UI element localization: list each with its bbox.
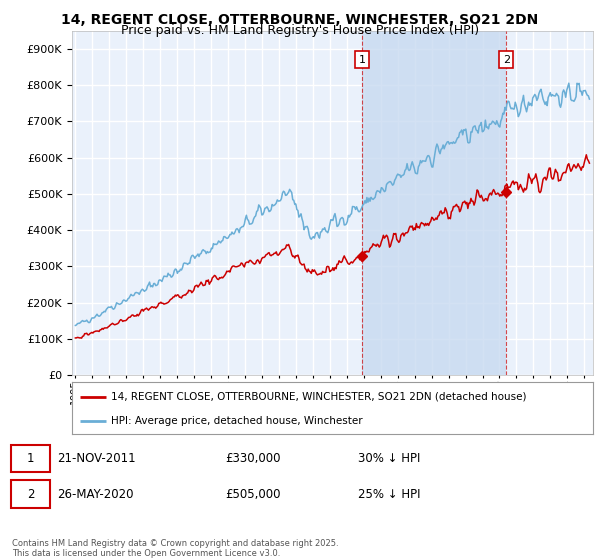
Text: £330,000: £330,000 [225,452,281,465]
Text: Contains HM Land Registry data © Crown copyright and database right 2025.
This d: Contains HM Land Registry data © Crown c… [12,539,338,558]
Text: 2: 2 [503,55,510,65]
Text: 1: 1 [26,452,34,465]
Text: 1: 1 [359,55,365,65]
Text: Price paid vs. HM Land Registry's House Price Index (HPI): Price paid vs. HM Land Registry's House … [121,24,479,37]
FancyBboxPatch shape [11,480,50,508]
Text: 14, REGENT CLOSE, OTTERBOURNE, WINCHESTER, SO21 2DN (detached house): 14, REGENT CLOSE, OTTERBOURNE, WINCHESTE… [111,392,527,402]
FancyBboxPatch shape [11,445,50,472]
Text: 14, REGENT CLOSE, OTTERBOURNE, WINCHESTER, SO21 2DN: 14, REGENT CLOSE, OTTERBOURNE, WINCHESTE… [61,13,539,27]
Text: 26-MAY-2020: 26-MAY-2020 [57,488,133,501]
Text: 25% ↓ HPI: 25% ↓ HPI [358,488,420,501]
Text: 21-NOV-2011: 21-NOV-2011 [57,452,136,465]
Text: £505,000: £505,000 [225,488,281,501]
Text: 2: 2 [26,488,34,501]
Text: 30% ↓ HPI: 30% ↓ HPI [358,452,420,465]
Bar [362,31,506,375]
Text: HPI: Average price, detached house, Winchester: HPI: Average price, detached house, Winc… [111,416,362,426]
